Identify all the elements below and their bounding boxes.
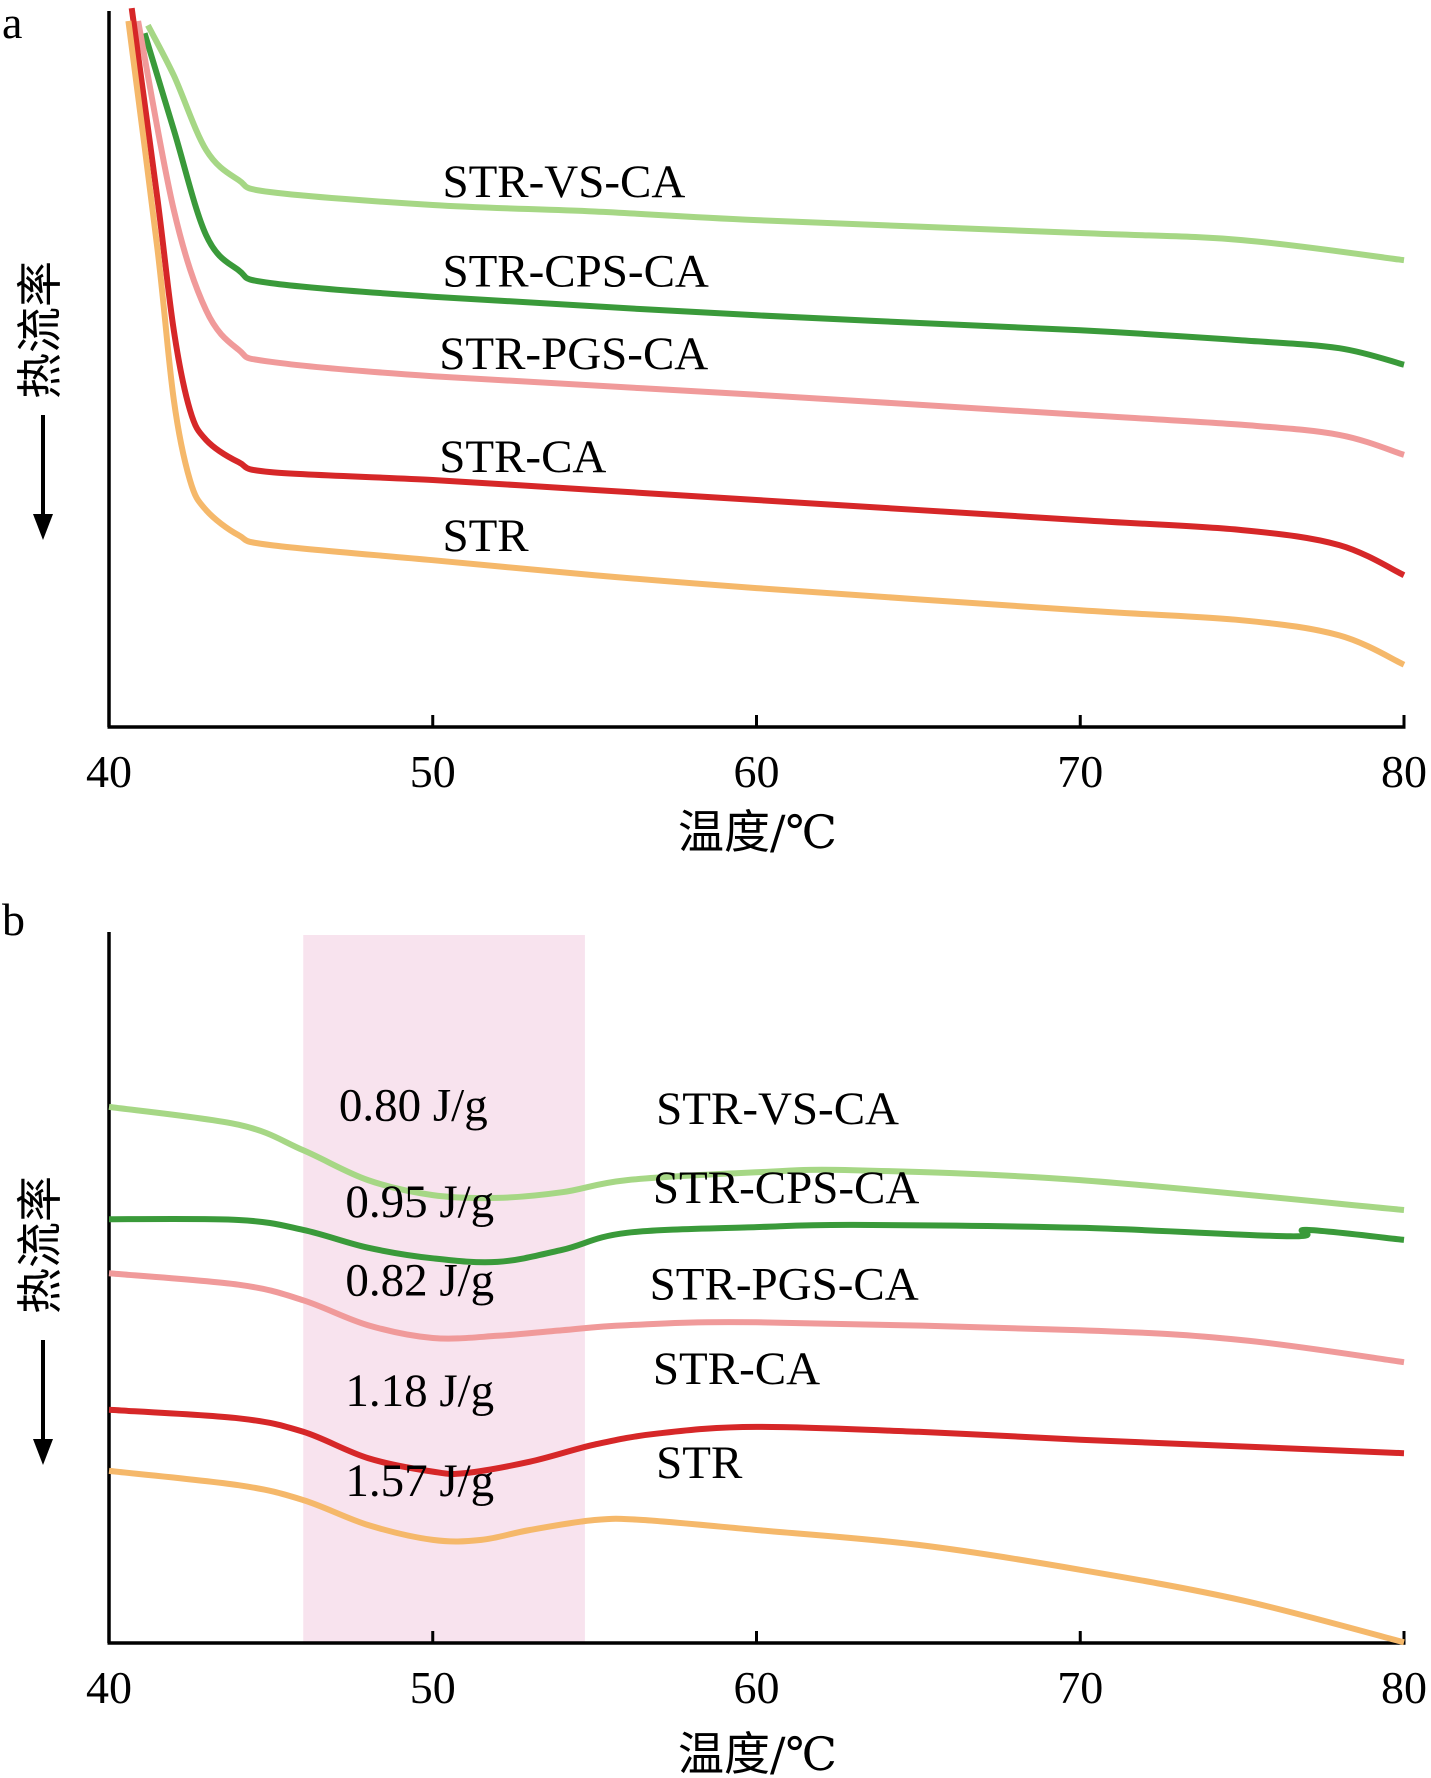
series-label: STR-VS-CA	[656, 1083, 899, 1135]
highlight-band	[303, 935, 585, 1643]
series-line-str-cps-ca	[108, 1215, 1405, 1266]
series-label: STR-PGS-CA	[439, 328, 708, 380]
x-tick-label: 50	[410, 1662, 456, 1713]
y-axis-title: 热流率	[13, 261, 67, 399]
series-line-str-pgs-ca	[108, 1270, 1405, 1366]
x-axis-title: 温度/℃	[678, 1727, 837, 1778]
panel-a: a 40 50 60 70 80 温度/℃ 热流率 STR-VS-CA STR-CPS-CA STR…	[2, 0, 1427, 859]
panel-letter: b	[2, 894, 25, 945]
series-line-str-vs-ca	[108, 1103, 1405, 1213]
series-line-str-ca	[128, 7, 1406, 578]
series-line-str-cps-ca	[141, 32, 1405, 368]
x-tick-label: 70	[1057, 746, 1103, 797]
enthalpy-label: 0.80 J/g	[339, 1079, 488, 1131]
series-label: STR	[656, 1437, 743, 1489]
series-label: STR-PGS-CA	[650, 1259, 919, 1311]
series-line-str-vs-ca	[145, 23, 1405, 264]
enthalpy-label: 1.18 J/g	[345, 1365, 494, 1417]
heat-flow-arrow-down-icon	[33, 1439, 53, 1465]
series-label: STR-CA	[439, 431, 606, 483]
series-line-str	[108, 1467, 1405, 1646]
y-axis-title: 热流率	[13, 1176, 67, 1314]
x-axis-title: 温度/℃	[678, 805, 837, 859]
series-line-str-pgs-ca	[135, 20, 1405, 458]
x-tick-label: 70	[1057, 1662, 1103, 1713]
x-tick-label: 40	[86, 746, 132, 797]
x-tick-label: 80	[1381, 1662, 1427, 1713]
series-line-str	[125, 20, 1406, 668]
panel-b: b 40 50 60 70 80 温度/℃ 热流率 STR-VS-CA 0.80 J/g STR-C…	[2, 894, 1427, 1778]
enthalpy-label: 0.95 J/g	[345, 1176, 494, 1228]
heat-flow-arrow-down-icon	[33, 514, 53, 540]
enthalpy-label: 1.57 J/g	[345, 1455, 494, 1507]
x-tick-label: 40	[86, 1662, 132, 1713]
panel-letter: a	[2, 0, 22, 48]
x-tick-label: 80	[1381, 746, 1427, 797]
series-label: STR-CA	[653, 1343, 820, 1395]
series-label: STR-CPS-CA	[653, 1162, 919, 1214]
x-tick-label: 60	[734, 1662, 780, 1713]
series-label: STR-CPS-CA	[442, 246, 708, 298]
x-tick-label: 60	[734, 746, 780, 797]
enthalpy-label: 0.82 J/g	[345, 1254, 494, 1306]
series-label: STR-VS-CA	[442, 156, 685, 208]
x-tick-label: 50	[410, 746, 456, 797]
series-label: STR	[442, 510, 529, 562]
series-line-str-ca	[108, 1406, 1405, 1477]
